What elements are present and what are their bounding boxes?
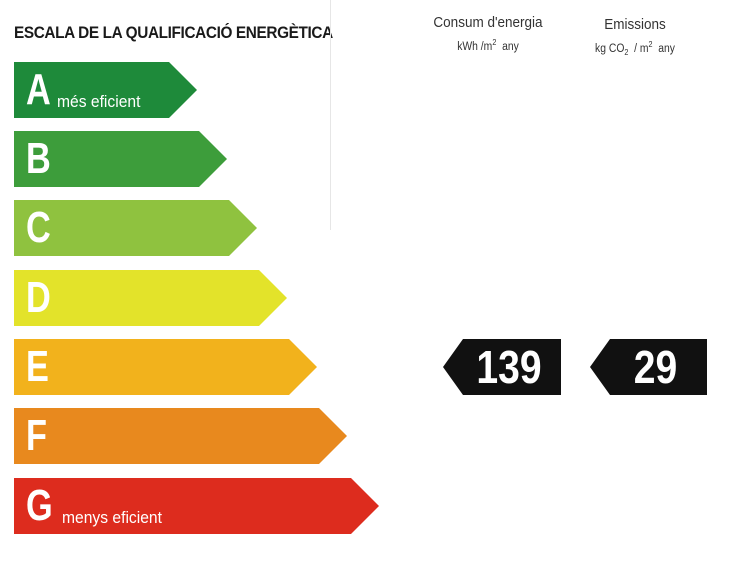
rating-arrow-shape bbox=[14, 131, 227, 187]
emissions-column-header: Emissions kg CO2 / m2 any bbox=[581, 16, 689, 61]
energy-column-title: Consum d'energia bbox=[433, 14, 543, 31]
rating-label: més eficient bbox=[57, 92, 141, 111]
rating-label: menys eficient bbox=[62, 508, 162, 527]
rating-letter: C bbox=[26, 203, 51, 252]
rating-letter: E bbox=[26, 342, 49, 391]
energy-value: 139 bbox=[476, 341, 542, 393]
rating-arrow-shape bbox=[14, 200, 257, 256]
energy-value-marker: 139 bbox=[443, 339, 561, 395]
emissions-value: 29 bbox=[633, 341, 678, 393]
marker-arrow-shape bbox=[590, 339, 707, 395]
rating-letter: D bbox=[26, 273, 51, 322]
rating-letter: G bbox=[26, 481, 53, 530]
rating-bar-d: D bbox=[14, 270, 287, 326]
emissions-column-title: Emissions bbox=[604, 16, 666, 33]
rating-arrow-shape bbox=[14, 339, 317, 395]
rating-arrow-shape bbox=[14, 62, 197, 118]
emissions-value-marker: 29 bbox=[590, 339, 707, 395]
rating-arrow-shape bbox=[14, 408, 347, 464]
rating-arrow-shape bbox=[14, 270, 287, 326]
rating-bar-f: F bbox=[14, 408, 347, 464]
rating-letter: A bbox=[26, 65, 51, 114]
energy-column-unit: kWh /m2 any bbox=[457, 38, 519, 53]
energy-column-header: Consum d'energia kWh /m2 any bbox=[425, 14, 551, 55]
rating-arrow-shape bbox=[14, 478, 379, 534]
marker-arrow-shape bbox=[443, 339, 561, 395]
emissions-column-unit: kg CO2 / m2 any bbox=[595, 40, 675, 58]
rating-bar-b: B bbox=[14, 131, 227, 187]
page-title: ESCALA DE LA QUALIFICACIÓ ENERGÈTICA bbox=[14, 24, 333, 42]
rating-letter: F bbox=[26, 411, 47, 460]
rating-letter: B bbox=[26, 134, 51, 183]
divider bbox=[330, 0, 331, 230]
rating-bar-e: E bbox=[14, 339, 317, 395]
rating-bar-c: C bbox=[14, 200, 257, 256]
